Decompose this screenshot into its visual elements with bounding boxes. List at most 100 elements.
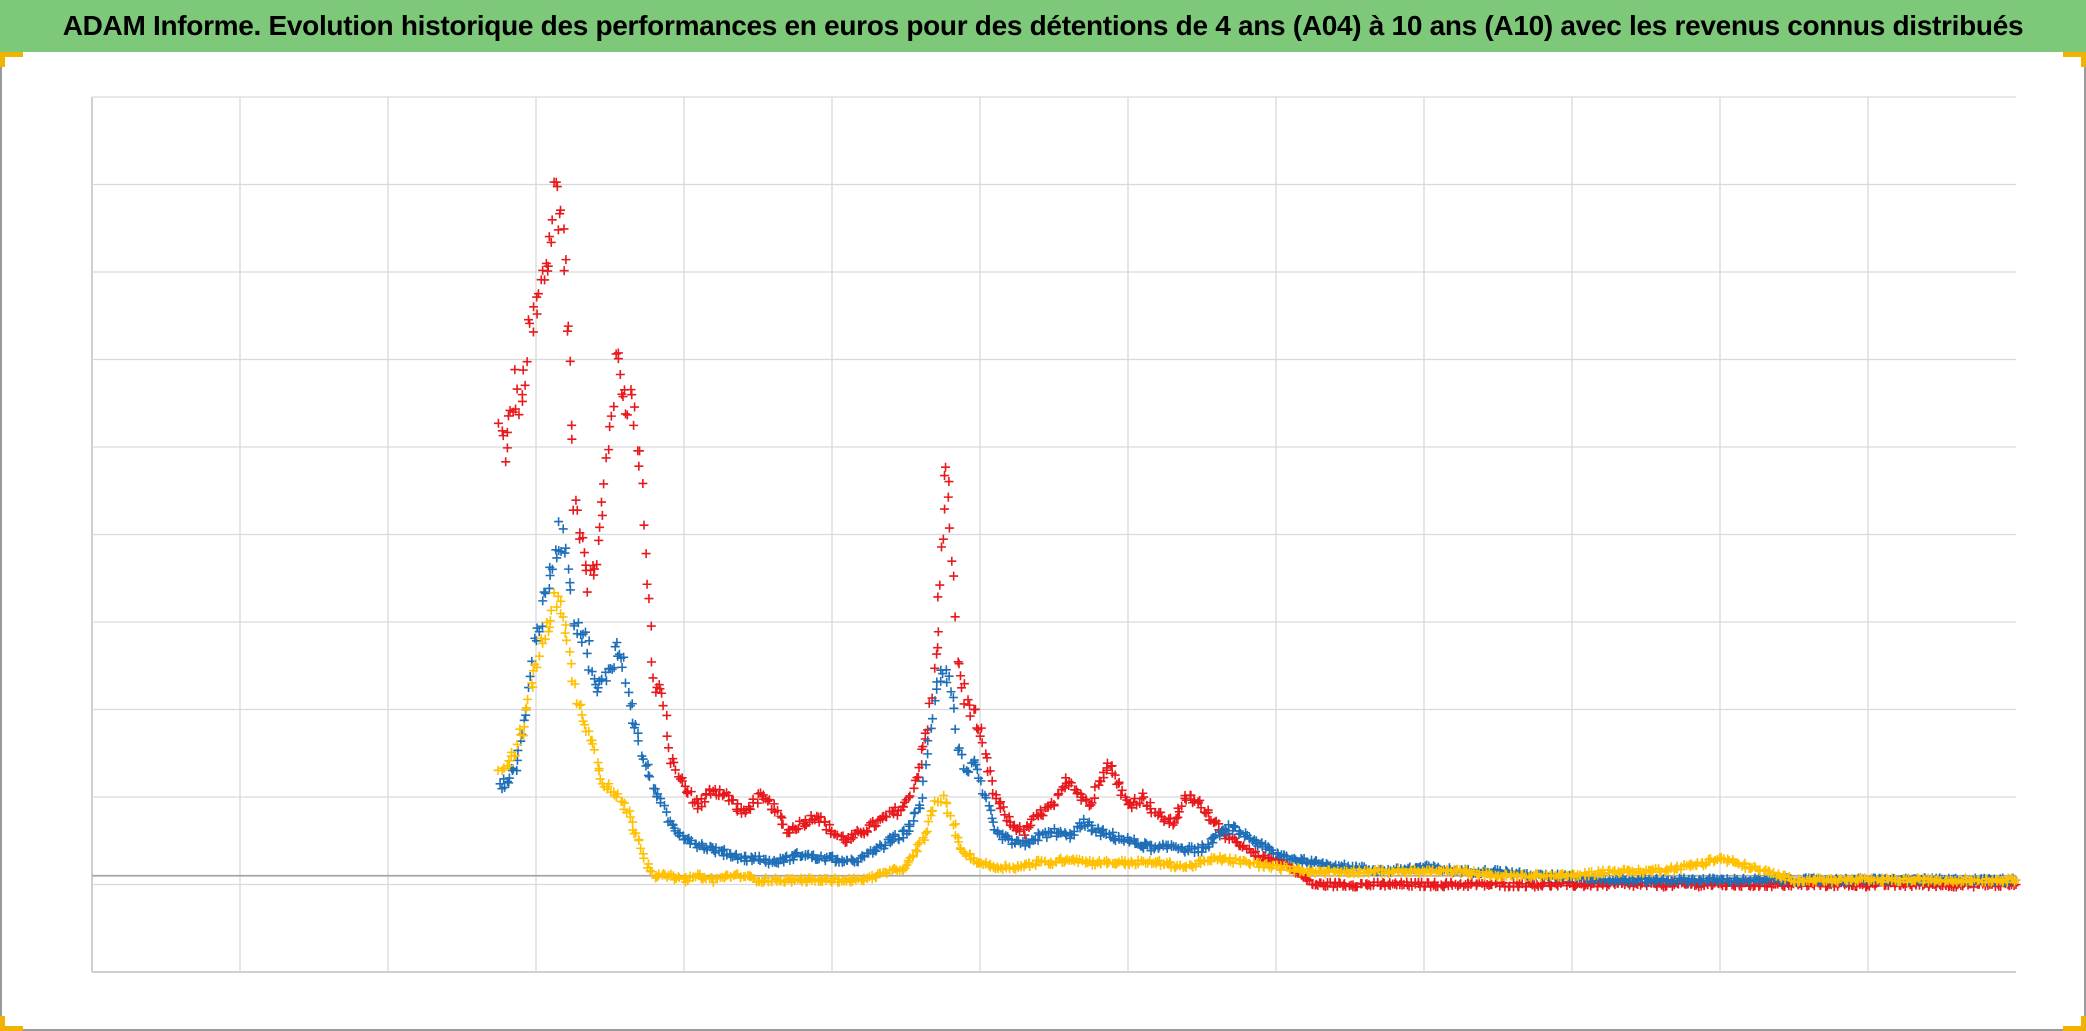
data-point <box>923 817 933 827</box>
data-point <box>567 434 577 444</box>
data-point <box>593 758 603 768</box>
data-point <box>558 524 568 534</box>
data-point <box>664 743 674 753</box>
data-point <box>588 739 598 749</box>
data-point <box>628 817 638 827</box>
data-point <box>512 739 522 749</box>
data-point <box>520 380 530 390</box>
data-point <box>621 409 631 419</box>
data-point <box>539 587 549 597</box>
data-point <box>1821 875 1831 885</box>
data-point <box>975 731 985 741</box>
data-point <box>1845 875 1855 885</box>
data-point <box>586 565 596 575</box>
data-point <box>643 859 653 869</box>
data-point <box>764 795 774 805</box>
data-point <box>965 711 975 721</box>
data-point <box>731 849 741 859</box>
data-point <box>631 828 641 838</box>
data-point <box>1135 798 1145 808</box>
data-point <box>1451 866 1461 876</box>
data-point <box>675 774 685 784</box>
data-point <box>613 789 623 799</box>
data-point <box>547 564 557 574</box>
data-point <box>644 594 654 604</box>
data-point <box>911 845 921 855</box>
data-point <box>1234 829 1244 839</box>
data-point <box>604 445 614 455</box>
data-point <box>950 612 960 622</box>
data-point <box>1744 876 1754 886</box>
data-point <box>531 636 541 646</box>
data-point <box>1145 798 1155 808</box>
data-point <box>1042 832 1052 842</box>
data-point <box>882 812 892 822</box>
data-point <box>969 853 979 863</box>
data-point <box>910 807 920 817</box>
data-point <box>551 177 561 187</box>
data-point <box>662 807 672 817</box>
data-point <box>519 731 529 741</box>
data-point <box>2010 877 2019 887</box>
data-point <box>641 549 651 559</box>
data-point <box>1231 854 1241 864</box>
data-point <box>942 798 952 808</box>
data-point <box>538 596 548 606</box>
data-point <box>1127 803 1137 813</box>
data-point <box>533 289 543 299</box>
data-point <box>502 443 512 453</box>
data-point <box>580 627 590 637</box>
data-point <box>584 636 594 646</box>
data-point <box>610 642 620 652</box>
data-point <box>564 564 574 574</box>
data-point <box>512 384 522 394</box>
data-point <box>1137 794 1147 804</box>
data-point <box>517 396 527 406</box>
data-point <box>982 753 992 763</box>
data-point <box>939 790 949 800</box>
data-point <box>959 679 969 689</box>
data-point <box>940 504 950 514</box>
data-point <box>580 720 590 730</box>
data-point <box>1154 855 1164 865</box>
data-point <box>827 851 837 861</box>
data-point <box>566 659 576 669</box>
data-point <box>561 635 571 645</box>
data-point <box>1171 814 1181 824</box>
data-point <box>920 835 930 845</box>
data-point <box>597 674 607 684</box>
data-point <box>584 726 594 736</box>
data-point <box>905 791 915 801</box>
data-point <box>646 621 656 631</box>
data-point <box>655 684 665 694</box>
data-point <box>636 843 646 853</box>
data-point <box>504 773 514 783</box>
data-point <box>658 701 668 711</box>
data-point <box>644 772 654 782</box>
data-point <box>497 426 507 436</box>
data-point <box>634 461 644 471</box>
data-point <box>625 701 635 711</box>
data-point <box>528 682 538 692</box>
data-point <box>944 671 954 681</box>
data-point <box>935 580 945 590</box>
data-point <box>769 799 779 809</box>
data-point <box>609 402 619 412</box>
data-point <box>718 846 728 856</box>
data-point <box>1387 868 1397 878</box>
data-point <box>930 663 940 673</box>
data-point <box>552 602 562 612</box>
data-point <box>630 720 640 730</box>
data-point <box>527 678 537 688</box>
data-point <box>848 833 858 843</box>
data-point <box>792 825 802 835</box>
data-point <box>984 801 994 811</box>
data-point <box>523 694 533 704</box>
data-point <box>540 275 550 285</box>
data-point <box>563 321 573 331</box>
data-point <box>501 457 511 467</box>
data-point <box>988 817 998 827</box>
data-point <box>565 647 575 657</box>
data-point <box>932 649 942 659</box>
data-point <box>700 797 710 807</box>
